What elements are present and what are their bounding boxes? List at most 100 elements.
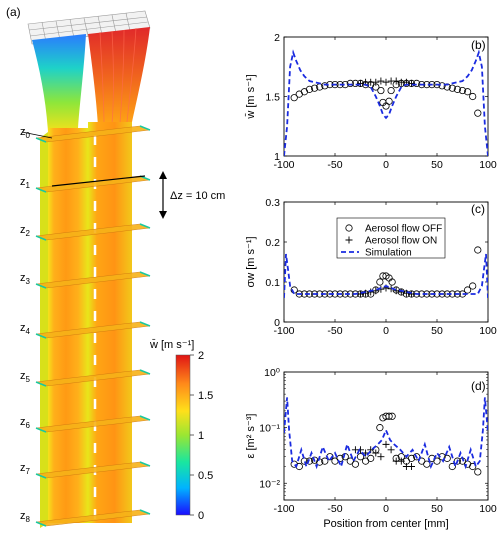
data-point-off	[295, 290, 303, 298]
ylabel-d: ε [m² s⁻³]	[245, 414, 257, 459]
data-point-off	[474, 109, 482, 117]
plot-c: -100 -50 0 50 100 0 0.1 0.2 0.3 σw [m s⁻¹] Aerosol…	[245, 197, 497, 337]
legend-marker-on	[345, 236, 353, 244]
plane-8	[35, 509, 151, 527]
ytick-label-b: 1	[274, 151, 280, 163]
xtick-label-d: 50	[431, 503, 443, 515]
colorbar-tick-2: 2	[198, 350, 204, 362]
xtick-label-b: 100	[479, 159, 497, 171]
data-point-off	[438, 82, 446, 90]
z-label-3: z3	[20, 272, 31, 286]
data-point-on	[372, 78, 380, 86]
plot-b: -100 -50 0 50 100 1 1.5 2 w̄ [m s⁻¹]	[244, 32, 497, 171]
dz-label: Δz = 10 cm	[170, 190, 225, 202]
plane-5	[35, 369, 151, 387]
data-point-off	[321, 82, 329, 90]
xtick-label-b: -100	[273, 159, 294, 171]
data-point-off	[463, 286, 472, 294]
plane-2	[35, 223, 151, 241]
panel-label-b: (b)	[471, 38, 486, 52]
ylabel-c: σw [m s⁻¹]	[245, 236, 257, 287]
plane-0	[35, 125, 151, 143]
ytick-label-d: 10⁰	[264, 367, 280, 379]
z1-line	[51, 175, 146, 187]
data-point-off	[290, 94, 298, 102]
colorbar-gradient	[175, 354, 191, 516]
z-label-5: z5	[20, 370, 31, 384]
data-point-on	[357, 446, 364, 454]
data-point-off	[376, 278, 384, 286]
duct-left	[48, 128, 88, 523]
profile-plots: -100 -50 0 50 100 1 1.5 2 w̄ [m s⁻¹] -100 -50 0 50 10…	[244, 32, 497, 530]
data-point-on	[357, 290, 364, 298]
data-point-off	[310, 84, 319, 92]
ytick-label-b: 2	[274, 32, 280, 44]
right-contraction	[88, 27, 150, 126]
data-point-on	[377, 453, 385, 461]
ytick-label-d: 10⁻²	[259, 478, 280, 490]
plane-6	[35, 415, 151, 433]
data-point-off	[351, 460, 359, 468]
z-label-8: z8	[20, 510, 31, 524]
z-label-4: z4	[20, 322, 31, 336]
legend-marker-off	[345, 224, 353, 232]
xtick-label-b: 50	[431, 159, 443, 171]
z-label-1: z1	[20, 176, 31, 190]
data-point-off	[469, 92, 477, 101]
plot-d: -100 -50 0 50 100 10⁻² 10⁻¹ 10⁰ ε [m² s⁻³] Positi…	[245, 367, 497, 530]
panel-label-d: (d)	[471, 379, 486, 393]
series-b-2	[284, 49, 488, 156]
colorbar-tick-0: 0	[198, 510, 204, 522]
ytick-label-c: 0	[274, 317, 280, 329]
colorbar-tick-1.5: 1.5	[198, 390, 213, 402]
legend-entry: Aerosol flow ON	[365, 236, 437, 247]
xtick-label-c: 50	[431, 325, 443, 337]
colorbar-label: w̄ [m s⁻¹]	[149, 338, 194, 351]
data-point-off	[453, 290, 461, 298]
ylabel-b: w̄ [m s⁻¹]	[244, 74, 257, 119]
data-point-off	[388, 278, 396, 286]
plane-3	[35, 271, 151, 289]
ytick-label-c: 0.2	[265, 237, 280, 249]
data-point-off	[418, 81, 426, 89]
panel-label-a: (a)	[6, 5, 21, 19]
data-point-off	[388, 412, 396, 420]
data-point-off	[376, 424, 384, 432]
simulation-line	[284, 49, 488, 156]
data-point-off	[346, 79, 354, 88]
data-point-off	[305, 85, 314, 93]
data-point-off	[385, 412, 393, 420]
ytick-label-c: 0.3	[265, 197, 280, 209]
xtick-label-d: -50	[327, 503, 342, 515]
data-point-off	[387, 86, 395, 95]
colorbar-tick-1: 1	[198, 430, 204, 442]
xtick-label-d: -100	[273, 503, 294, 515]
dz-arrow	[159, 171, 167, 219]
series-c-2	[284, 253, 488, 299]
z-label-7: z7	[20, 462, 31, 476]
data-point-off	[474, 246, 482, 254]
data-point-off	[385, 97, 393, 105]
xtick-label-c: 0	[383, 325, 389, 337]
data-point-off	[407, 454, 416, 462]
data-point-on	[392, 287, 400, 295]
data-point-on	[382, 440, 390, 448]
data-point-off	[474, 468, 482, 476]
z-label-2: z2	[20, 224, 31, 238]
data-point-on	[367, 288, 375, 296]
data-point-on	[408, 290, 415, 298]
data-point-on	[377, 77, 385, 85]
data-point-off	[305, 457, 314, 465]
data-point-off	[367, 454, 375, 462]
simulation-line	[284, 397, 488, 470]
xtick-label-c: -50	[327, 325, 342, 337]
data-point-off	[336, 290, 344, 298]
data-point-on	[408, 79, 415, 87]
data-point-on	[357, 79, 364, 87]
xtick-label-c: -100	[273, 325, 294, 337]
colorbar-tick-0.5: 0.5	[198, 470, 213, 482]
data-point-on	[397, 457, 405, 465]
